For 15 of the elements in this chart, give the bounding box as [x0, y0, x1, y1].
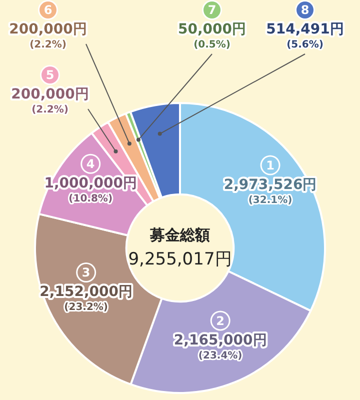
slice-label: 5	[46, 68, 54, 82]
data-label: 514,491円 (5.6%)	[266, 22, 344, 51]
slice-label: 3	[82, 266, 90, 280]
slice-label: 6	[44, 3, 52, 18]
slice-label: 4	[86, 156, 95, 171]
data-label: 2,165,000円 (23.4%)	[174, 332, 267, 362]
slice-label: 1	[266, 158, 274, 172]
data-label: 200,000円 (2.2%)	[9, 22, 87, 51]
slice-label: 7	[208, 3, 216, 18]
text: 募金総額	[149, 226, 210, 244]
text: 9,255,017円	[128, 249, 232, 270]
data-label: 50,000円 (0.5%)	[178, 22, 246, 51]
data-label: 200,000円 (2.2%)	[11, 86, 89, 116]
slice-label: 2	[216, 314, 225, 328]
slice-label: 8	[300, 3, 310, 18]
